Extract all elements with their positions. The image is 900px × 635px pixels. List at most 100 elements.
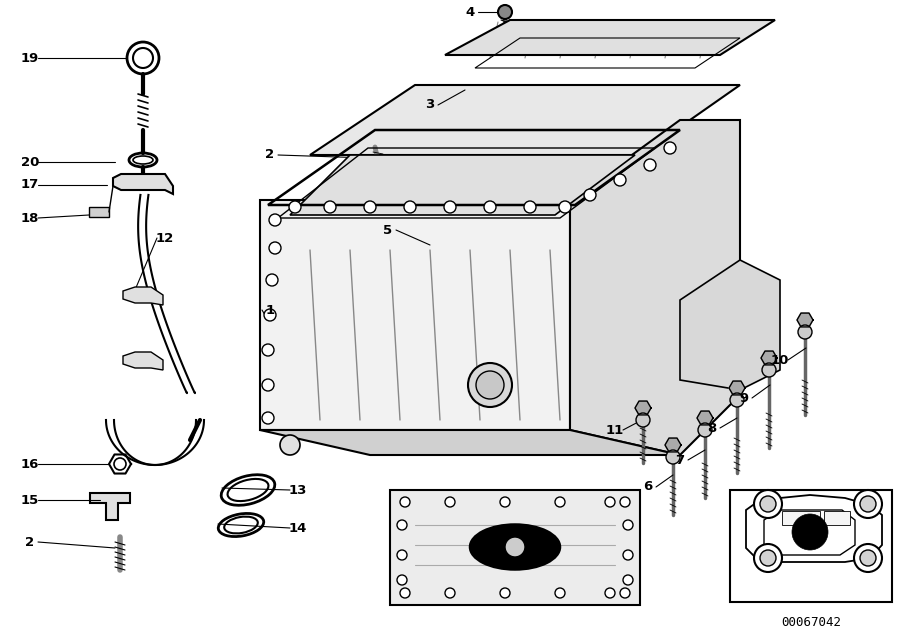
Circle shape — [754, 544, 782, 572]
Text: 17: 17 — [21, 178, 39, 192]
Text: 8: 8 — [707, 422, 716, 434]
Polygon shape — [123, 287, 163, 305]
Circle shape — [404, 201, 416, 213]
Polygon shape — [782, 511, 820, 525]
Circle shape — [397, 520, 407, 530]
Circle shape — [445, 588, 455, 598]
Circle shape — [264, 309, 276, 321]
Text: 13: 13 — [289, 483, 307, 497]
Polygon shape — [310, 85, 740, 155]
Text: 6: 6 — [644, 481, 652, 493]
Circle shape — [754, 490, 782, 518]
Bar — [390, 490, 640, 605]
Polygon shape — [90, 493, 130, 520]
Polygon shape — [260, 430, 680, 455]
Text: 9: 9 — [740, 392, 749, 404]
Circle shape — [524, 201, 536, 213]
Circle shape — [698, 423, 712, 437]
Circle shape — [445, 497, 455, 507]
Circle shape — [620, 497, 630, 507]
Text: 4: 4 — [465, 6, 474, 18]
Circle shape — [854, 490, 882, 518]
Circle shape — [762, 363, 776, 377]
Circle shape — [623, 550, 633, 560]
Circle shape — [605, 497, 615, 507]
Circle shape — [262, 412, 274, 424]
Ellipse shape — [481, 531, 549, 563]
Circle shape — [262, 379, 274, 391]
Text: 10: 10 — [770, 354, 789, 366]
Text: 7: 7 — [675, 453, 685, 467]
Polygon shape — [445, 20, 775, 55]
Circle shape — [644, 159, 656, 171]
Circle shape — [730, 393, 744, 407]
Polygon shape — [680, 260, 780, 390]
Polygon shape — [113, 174, 173, 194]
Polygon shape — [290, 155, 635, 215]
Text: 16: 16 — [21, 457, 40, 471]
Circle shape — [623, 520, 633, 530]
Circle shape — [500, 588, 510, 598]
Circle shape — [605, 588, 615, 598]
Text: 12: 12 — [156, 232, 174, 244]
Circle shape — [269, 242, 281, 254]
Text: 14: 14 — [289, 521, 307, 535]
Circle shape — [498, 5, 512, 19]
Text: 2: 2 — [266, 149, 274, 161]
Circle shape — [559, 201, 571, 213]
Text: 18: 18 — [21, 211, 40, 225]
Circle shape — [476, 371, 504, 399]
Bar — [730, 490, 892, 602]
Circle shape — [860, 550, 876, 566]
Circle shape — [484, 201, 496, 213]
Polygon shape — [797, 313, 813, 327]
Circle shape — [854, 544, 882, 572]
Polygon shape — [761, 351, 777, 365]
Ellipse shape — [470, 525, 560, 570]
Text: 3: 3 — [426, 98, 435, 112]
Circle shape — [798, 325, 812, 339]
Polygon shape — [635, 401, 651, 415]
Circle shape — [666, 450, 680, 464]
Circle shape — [266, 274, 278, 286]
Text: 00067042: 00067042 — [781, 616, 841, 629]
Polygon shape — [89, 207, 109, 217]
Text: 11: 11 — [606, 424, 624, 436]
Circle shape — [269, 214, 281, 226]
Circle shape — [555, 588, 565, 598]
Circle shape — [664, 142, 676, 154]
Polygon shape — [123, 352, 163, 370]
Circle shape — [114, 458, 126, 470]
Text: 5: 5 — [383, 224, 392, 236]
Circle shape — [620, 588, 630, 598]
Polygon shape — [697, 411, 713, 425]
Circle shape — [555, 497, 565, 507]
Circle shape — [364, 201, 376, 213]
Polygon shape — [746, 495, 882, 562]
Circle shape — [614, 174, 626, 186]
Circle shape — [468, 363, 512, 407]
Polygon shape — [570, 120, 740, 455]
Polygon shape — [260, 200, 570, 430]
Polygon shape — [665, 438, 681, 452]
Circle shape — [400, 588, 410, 598]
Circle shape — [397, 550, 407, 560]
Circle shape — [324, 201, 336, 213]
Circle shape — [636, 413, 650, 427]
Circle shape — [280, 435, 300, 455]
Circle shape — [760, 496, 776, 512]
Polygon shape — [729, 381, 745, 395]
Circle shape — [444, 201, 456, 213]
Text: 19: 19 — [21, 51, 39, 65]
Circle shape — [505, 537, 525, 557]
Circle shape — [760, 550, 776, 566]
Circle shape — [623, 575, 633, 585]
Text: 1: 1 — [266, 304, 274, 316]
Circle shape — [397, 575, 407, 585]
Circle shape — [400, 497, 410, 507]
Circle shape — [584, 189, 596, 201]
Text: 15: 15 — [21, 493, 39, 507]
Circle shape — [262, 344, 274, 356]
Polygon shape — [764, 510, 855, 555]
Circle shape — [860, 496, 876, 512]
